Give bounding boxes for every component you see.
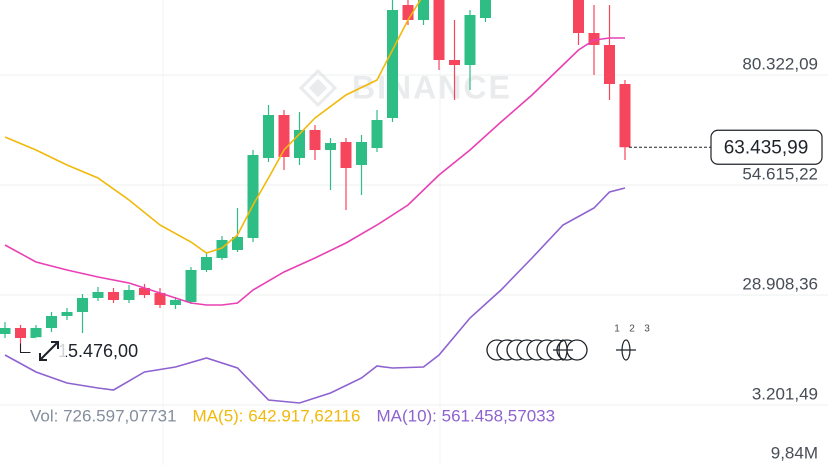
watermark: BINANCE (298, 68, 512, 108)
candle-body (418, 0, 429, 20)
y-tick-label: 3.201,49 (752, 384, 818, 403)
candle-body (30, 327, 42, 338)
candle-body (604, 44, 615, 84)
candle-body (387, 9, 398, 118)
event-label: 1 (614, 324, 620, 335)
candle-body (356, 141, 367, 165)
candle-body (340, 141, 352, 168)
candle-body (325, 142, 336, 150)
y-tick-label: 28.908,36 (742, 274, 818, 293)
candle-body (216, 239, 228, 258)
y-tick-label: 80.322,09 (742, 54, 818, 73)
event-label: 3 (644, 324, 650, 335)
candle-body (108, 291, 119, 300)
candle-body (46, 315, 57, 328)
ma-line (4, 0, 422, 254)
candle-body (170, 299, 181, 305)
candle-body (15, 327, 26, 338)
candle-body (464, 14, 476, 65)
candle-body (139, 287, 150, 295)
candle-body (61, 311, 73, 316)
candle-body (185, 269, 197, 302)
volume-legend: MA(10): 561.458,57033 (376, 406, 555, 425)
low-marker-label: 15.476,00 (58, 341, 138, 361)
candle-body (232, 236, 243, 250)
watermark-text: BINANCE (352, 69, 512, 105)
candle-body (294, 129, 305, 158)
candle-body (573, 0, 584, 33)
candle-body (278, 114, 290, 157)
candle-body (402, 4, 414, 20)
candle-body (588, 32, 600, 45)
candle-body (309, 129, 321, 150)
candle-body (449, 59, 460, 65)
candle-body (123, 289, 135, 300)
candle-body (619, 83, 631, 148)
candle-body (92, 291, 104, 298)
volume-axis-label: 9,84M (771, 443, 818, 462)
candle-body (263, 114, 274, 158)
candle-body (0, 327, 11, 334)
ma-line (4, 37, 625, 306)
event-label: 2 (629, 324, 635, 335)
candle-body (247, 154, 259, 238)
last-price-label: 63.435,99 (724, 137, 809, 158)
candle-body (77, 297, 88, 312)
expand-icon[interactable] (32, 337, 66, 367)
y-tick-label: 54.615,22 (742, 164, 818, 183)
volume-legend: Vol: 726.597,07731 (30, 406, 177, 425)
volume-legend: MA(5): 642.917,62116 (193, 406, 361, 425)
candle-body (201, 256, 212, 270)
last-price-box (710, 129, 823, 165)
candle-body (371, 119, 383, 148)
grid: 80.322,09 54.615,22 28.908,36 3.201,49 (0, 54, 828, 406)
overlay: 63.435,99 15.476,00 1 2 3 Vol: 726.597,07731 M… (20, 129, 823, 462)
candle-body (480, 0, 491, 19)
low-marker-line (20, 343, 31, 353)
ma-line (4, 187, 626, 404)
candle-body (154, 292, 166, 305)
plot (0, 0, 631, 404)
candle-body (433, 0, 445, 60)
